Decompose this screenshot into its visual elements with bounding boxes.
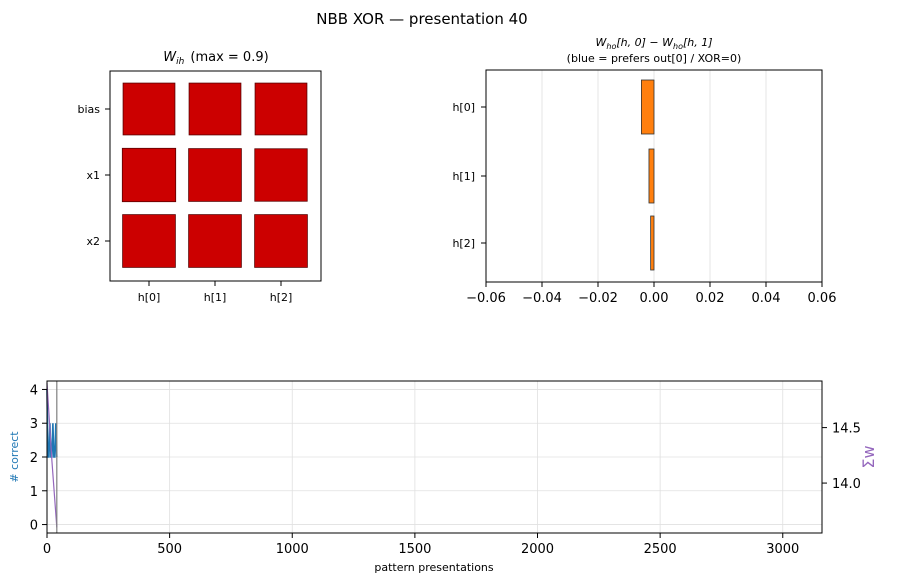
history-xlabel: pattern presentations (374, 561, 494, 574)
hinton-title: Wih (max = 0.9) (163, 50, 268, 67)
history-x-tick-labels: 0 500 1000 1500 2000 2500 3000 (43, 533, 799, 557)
history-ylabel-right: Σw (859, 445, 878, 468)
hinton-row-label: x2 (86, 235, 100, 248)
hinton-row-label: x1 (86, 169, 100, 182)
hinton-square (122, 82, 176, 136)
diff-x-tick-label: −0.02 (578, 291, 618, 306)
history-right-tick-label: 14.5 (832, 422, 861, 437)
hinton-square (254, 148, 308, 202)
history-x-tick-label: 2500 (644, 542, 677, 557)
hinton-panel: Wih (max = 0.9) bias x1 x2 h[0] h[1] h[2] (77, 50, 322, 304)
diff-panel: Who[h, 0] − Who[h, 1] (blue = prefers ou… (452, 36, 836, 306)
history-left-tick-label: 0 (30, 519, 38, 534)
history-x-tick-label: 1000 (276, 542, 309, 557)
hinton-square (121, 147, 177, 203)
history-left-tick-labels: 0 1 2 3 4 (30, 383, 47, 534)
hinton-square (254, 214, 308, 268)
hinton-row-label: bias (77, 103, 100, 116)
diff-x-tick-label: 0.06 (808, 291, 837, 306)
hinton-column-label: h[0] (138, 291, 161, 304)
diff-x-tick-label: −0.04 (522, 291, 562, 306)
diff-x-tick-label: 0.00 (640, 291, 669, 306)
diff-x-tick-label: 0.02 (696, 291, 725, 306)
hinton-square (122, 214, 176, 268)
hinton-column-label: h[2] (270, 291, 293, 304)
hinton-title-suffix: (max = 0.9) (190, 50, 268, 65)
history-ylabel-left: # correct (8, 431, 21, 483)
history-right-tick-label: 14.0 (832, 477, 861, 492)
diff-y-tick-labels: h[0] h[1] h[2] (452, 101, 486, 250)
diff-x-tick-label: −0.06 (466, 291, 506, 306)
diff-bars (641, 79, 655, 271)
hinton-square (188, 148, 242, 202)
history-right-tick-labels: 14.0 14.5 (822, 422, 861, 492)
diff-bar (648, 148, 655, 204)
diff-title-line1: Who[h, 0] − Who[h, 1] (595, 36, 712, 51)
hinton-column-labels: h[0] h[1] h[2] (138, 281, 293, 304)
history-grid (46, 381, 822, 533)
diff-bar (650, 215, 655, 271)
diff-y-tick-label: h[1] (452, 170, 475, 183)
diff-y-tick-label: h[2] (452, 237, 475, 250)
history-x-tick-label: 3000 (766, 542, 799, 557)
figure-title: NBB XOR — presentation 40 (316, 10, 527, 28)
diff-y-tick-label: h[0] (452, 101, 475, 114)
history-x-tick-label: 500 (157, 542, 182, 557)
history-x-tick-label: 0 (43, 542, 51, 557)
hinton-title-subscript: ih (176, 57, 185, 67)
history-left-tick-label: 1 (30, 485, 38, 500)
hinton-title-symbol: W (163, 50, 177, 65)
history-x-tick-label: 1500 (398, 542, 431, 557)
history-x-tick-label: 2000 (521, 542, 554, 557)
diff-x-tick-labels: −0.06 −0.04 −0.02 0.00 0.02 0.04 0.06 (466, 282, 836, 306)
hinton-square (188, 82, 242, 136)
diff-bar (641, 79, 655, 135)
diff-x-tick-label: 0.04 (752, 291, 781, 306)
hinton-square (188, 214, 242, 268)
hinton-square (254, 82, 308, 136)
hinton-column-label: h[1] (204, 291, 227, 304)
history-left-tick-label: 4 (30, 383, 38, 398)
history-left-tick-label: 3 (30, 417, 38, 432)
sumw-series-line (46, 383, 58, 528)
diff-title-line2: (blue = prefers out[0] / XOR=0) (567, 52, 742, 65)
hinton-cells (121, 82, 308, 268)
history-lines (46, 381, 58, 533)
hinton-row-labels: bias x1 x2 (77, 103, 110, 248)
history-left-tick-label: 2 (30, 451, 38, 466)
